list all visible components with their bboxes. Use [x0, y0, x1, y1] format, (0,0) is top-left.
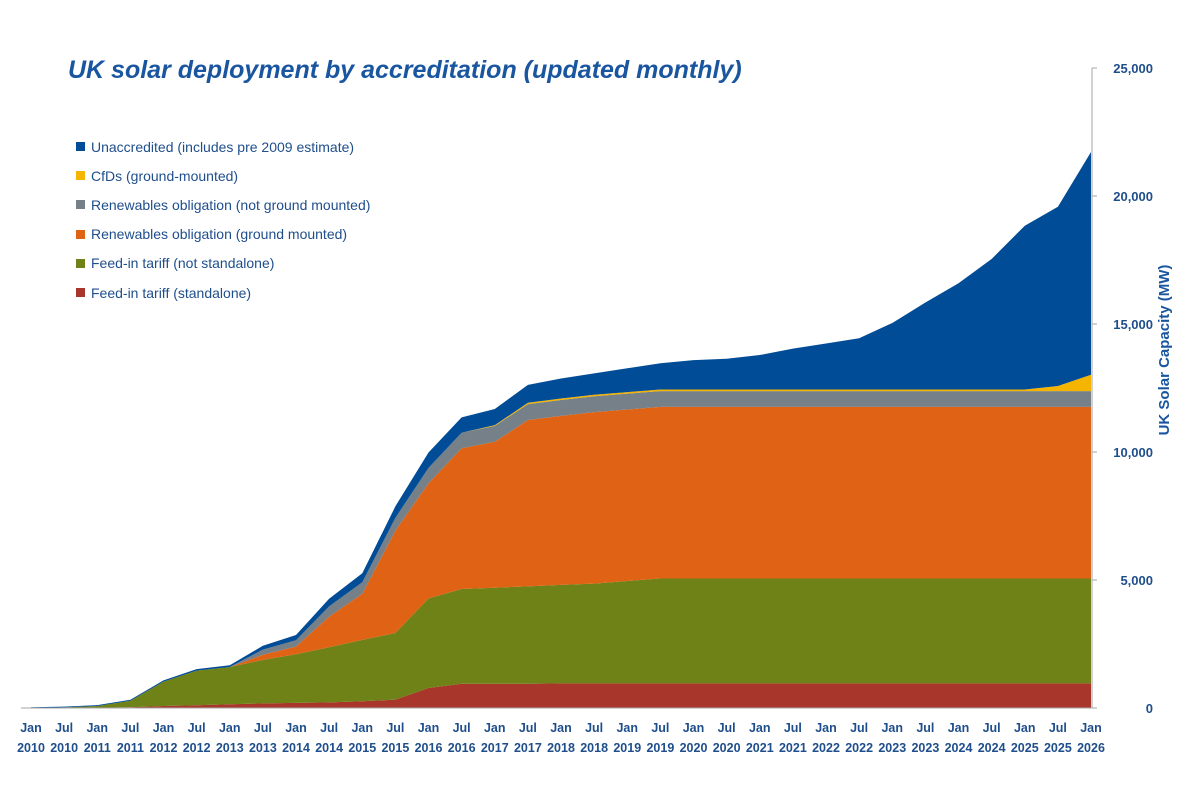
x-tick-label: Jul 2016 [448, 721, 476, 755]
area-series-1 [31, 578, 1091, 708]
x-tick-label: Jul 2020 [713, 721, 741, 755]
x-tick-label: Jul 2021 [779, 721, 807, 755]
x-tick-label: Jul 2013 [249, 721, 277, 755]
y-tick-label: 5,000 [1120, 573, 1153, 588]
legend-item-fit-not-standalone: Feed-in tariff (not standalone) [76, 249, 370, 278]
y-tick-label: 15,000 [1113, 317, 1153, 332]
area-series-2 [31, 406, 1091, 708]
x-tick-label: Jan 2018 [547, 721, 575, 755]
x-tick-label: Jan 2020 [680, 721, 708, 755]
legend-label-ro-not-ground: Renewables obligation (not ground mounte… [91, 196, 371, 213]
x-tick-label: Jan 2023 [878, 721, 906, 755]
legend-label-fit-standalone: Feed-in tariff (standalone) [91, 284, 252, 301]
legend-label-ro-ground: Renewables obligation (ground mounted) [91, 226, 348, 243]
y-tick-label: 10,000 [1113, 445, 1153, 460]
y-axis-title: UK Solar Capacity (MW) [1156, 265, 1173, 436]
legend-swatch-unaccredited [76, 142, 85, 152]
y-axis: 0 5,000 10,000 15,000 20,000 25,000 [1091, 61, 1153, 716]
x-tick-label: Jul 2014 [315, 721, 343, 755]
x-tick-label: Jul 2011 [117, 721, 144, 755]
legend-item-cfds: CfDs (ground-mounted) [76, 161, 370, 190]
x-tick-label: Jul 2025 [1044, 721, 1072, 755]
x-tick-label: Jan 2024 [945, 721, 973, 755]
chart-title: UK solar deployment by accreditation (up… [68, 56, 742, 84]
x-tick-label: Jan 2021 [746, 721, 774, 755]
legend-swatch-ro-ground [76, 229, 85, 239]
x-tick-label: Jan 2010 [17, 721, 45, 755]
x-tick-label: Jan 2011 [84, 721, 111, 755]
x-tick-label: Jul 2019 [646, 721, 674, 755]
x-tick-label: Jan 2022 [812, 721, 840, 755]
legend-label-unaccredited: Unaccredited (includes pre 2009 estimate… [91, 138, 355, 155]
x-tick-label: Jul 2023 [911, 721, 939, 755]
legend-item-unaccredited: Unaccredited (includes pre 2009 estimate… [76, 132, 370, 161]
x-tick-label: Jul 2024 [978, 721, 1006, 755]
legend-item-ro-ground: Renewables obligation (ground mounted) [76, 220, 370, 249]
x-tick-label: Jul 2010 [50, 721, 78, 755]
x-tick-label: Jan 2019 [613, 721, 641, 755]
y-tick-label: 0 [1146, 701, 1153, 716]
x-tick-label: Jul 2017 [514, 721, 542, 755]
x-tick-label: Jan 2014 [282, 721, 310, 755]
area-series-0 [31, 683, 1091, 708]
legend-item-fit-standalone: Feed-in tariff (standalone) [76, 278, 370, 307]
x-tick-label: Jan 2017 [481, 721, 509, 755]
legend-swatch-fit-standalone [76, 288, 85, 298]
legend-swatch-fit-not-standalone [76, 258, 85, 268]
x-tick-label: Jul 2015 [381, 721, 409, 755]
x-tick-label: Jul 2012 [183, 721, 211, 755]
legend-swatch-ro-not-ground [76, 200, 85, 210]
x-tick-label: Jan 2025 [1011, 721, 1039, 755]
series-areas [31, 152, 1091, 708]
x-tick-label: Jan 2013 [216, 721, 244, 755]
y-tick-label: 20,000 [1113, 189, 1153, 204]
legend-swatch-cfds [76, 171, 85, 181]
x-tick-label: Jul 2018 [580, 721, 608, 755]
x-tick-label: Jul 2022 [845, 721, 873, 755]
x-tick-label: Jan 2015 [348, 721, 376, 755]
legend-item-ro-not-ground: Renewables obligation (not ground mounte… [76, 190, 370, 219]
legend: Unaccredited (includes pre 2009 estimate… [76, 132, 370, 307]
y-tick-label: 25,000 [1113, 61, 1153, 76]
x-tick-label: Jan 2016 [415, 721, 443, 755]
x-tick-label: Jan 2026 [1077, 721, 1105, 755]
legend-label-cfds: CfDs (ground-mounted) [91, 167, 239, 184]
legend-label-fit-not-standalone: Feed-in tariff (not standalone) [91, 255, 275, 272]
x-tick-label: Jan 2012 [150, 721, 178, 755]
